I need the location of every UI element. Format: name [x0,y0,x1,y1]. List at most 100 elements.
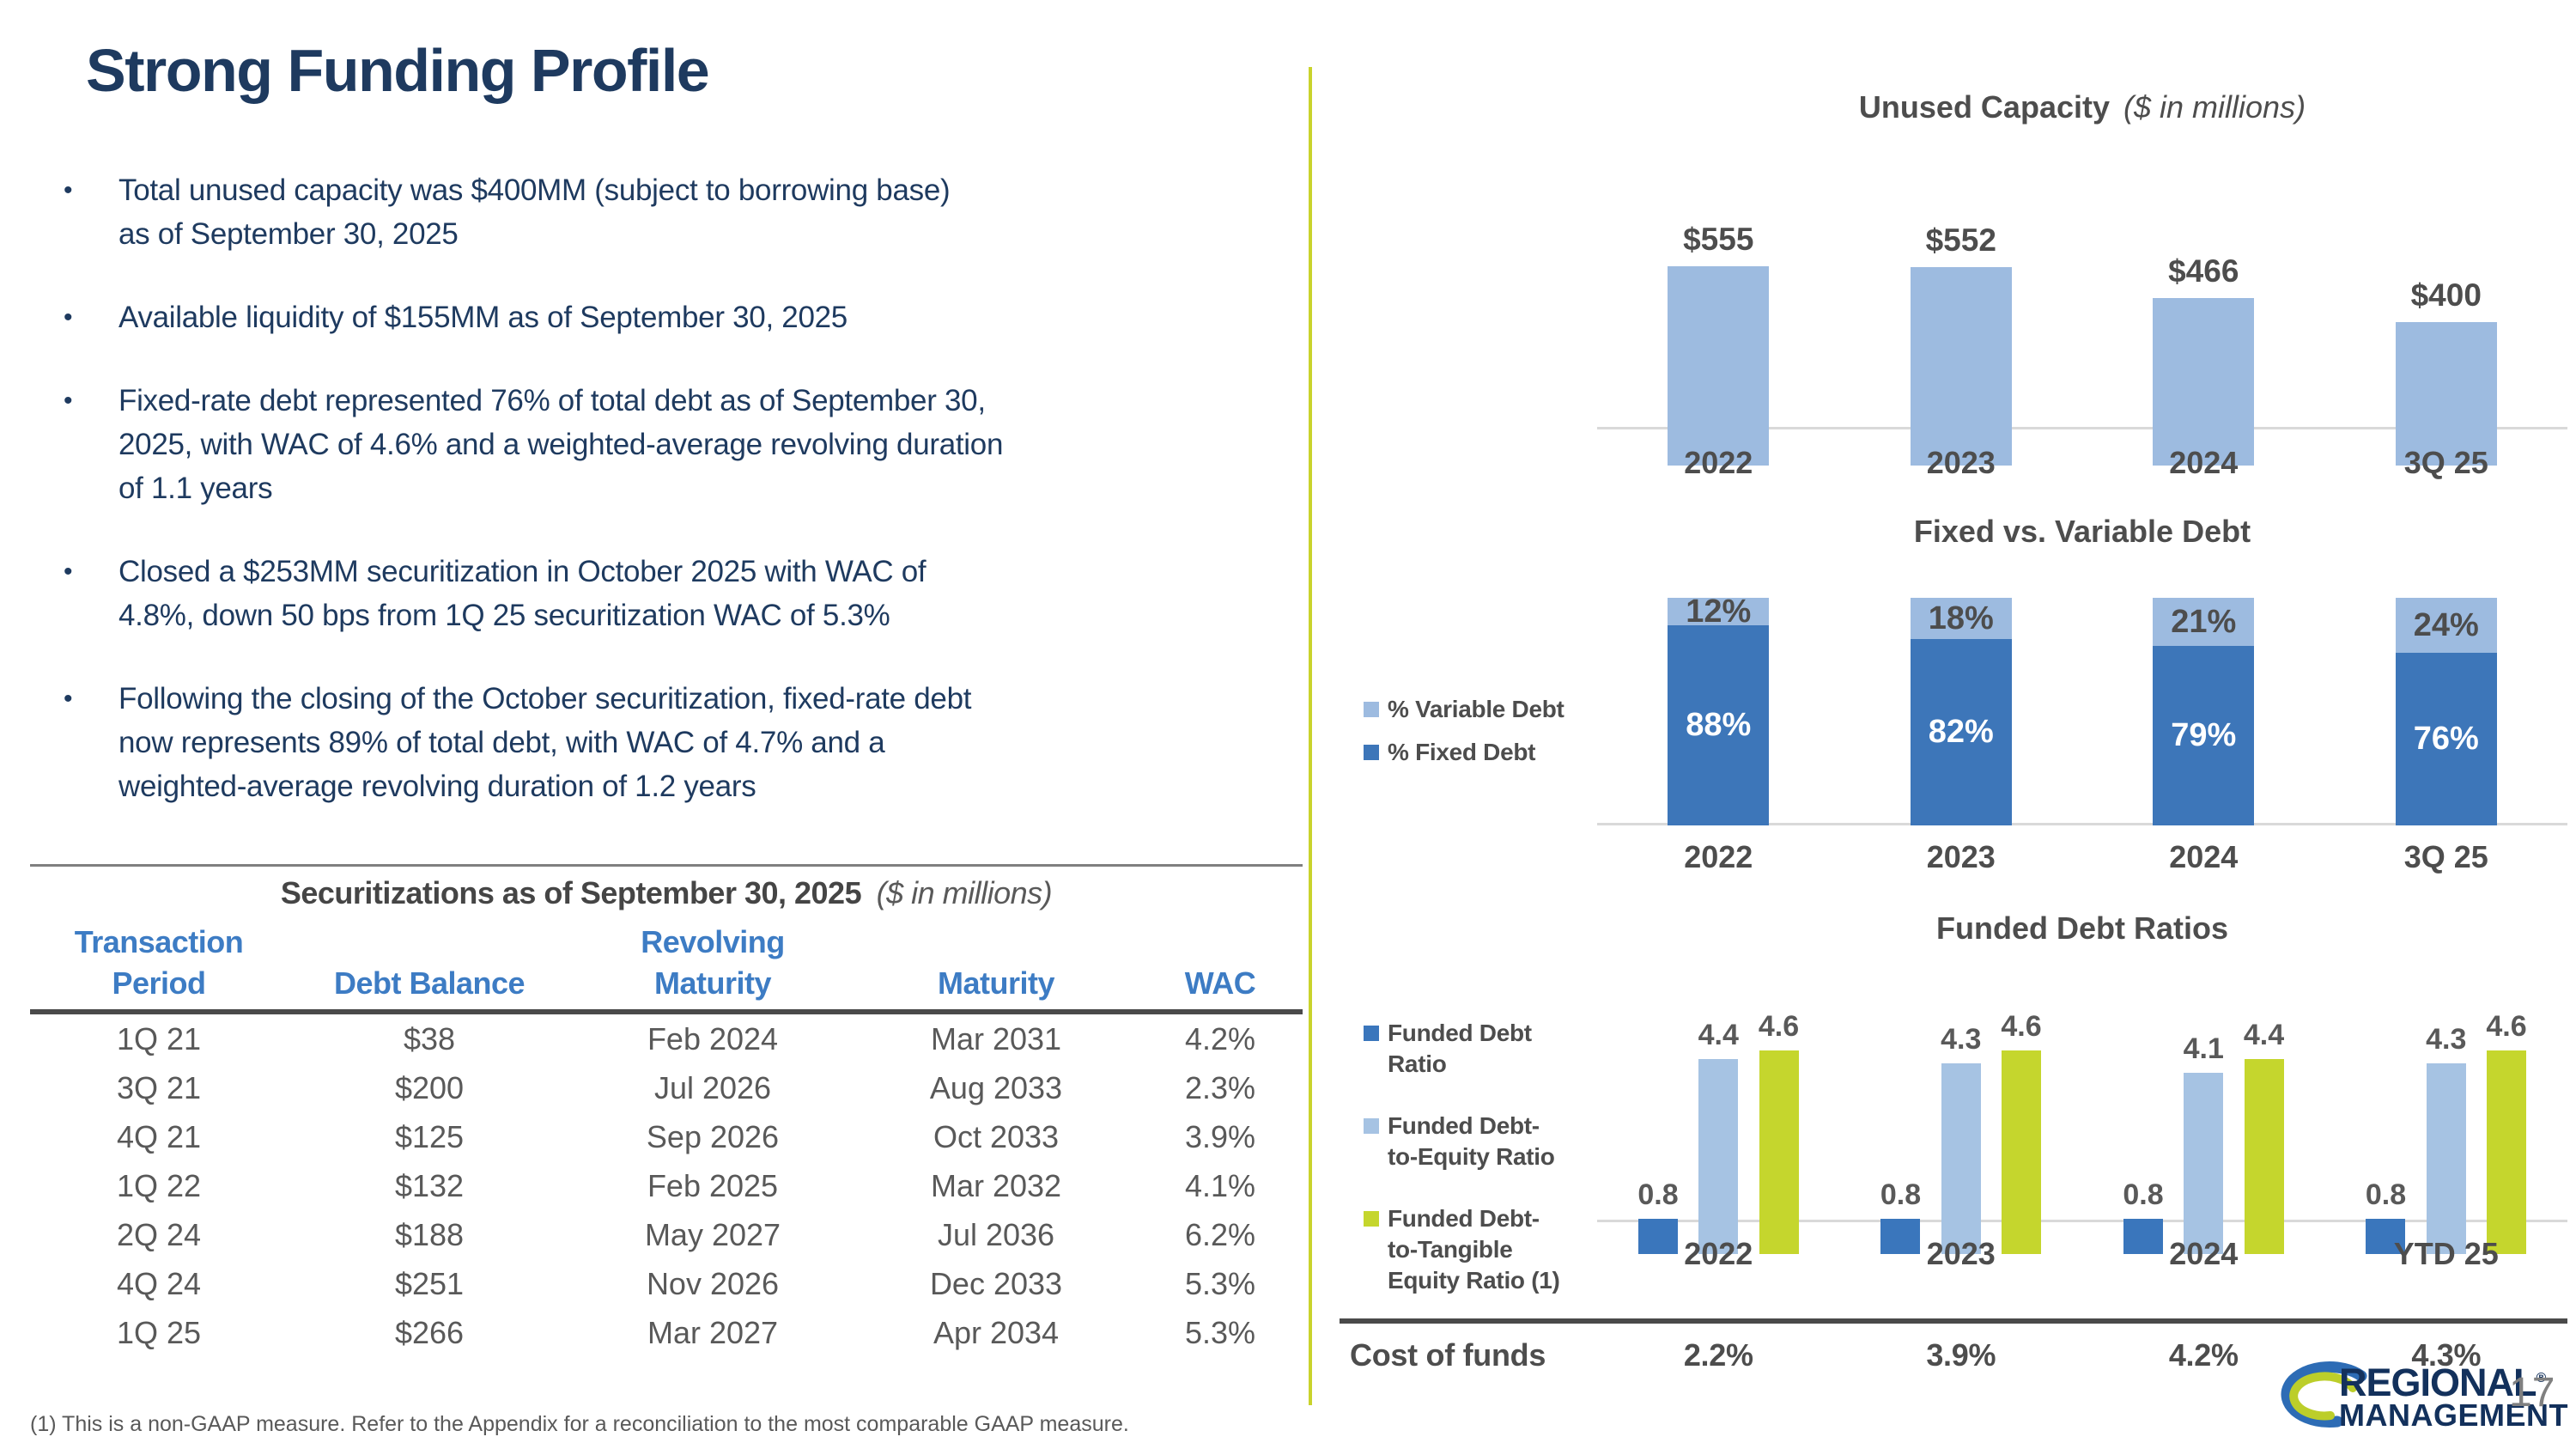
grouped-bar: 0.8 [2123,1178,2164,1254]
bullet-marker: • [64,303,73,332]
category-label: 3Q 25 [2403,445,2488,480]
legend-item: % Variable Debt [1364,694,1604,725]
column-header: Debt Balance [333,965,526,1001]
bar-value-label: 4.3 [1941,1023,1982,1056]
legend-item: Funded Debt- to-Equity Ratio [1364,1111,1595,1172]
bar [1637,1219,1678,1254]
stacked-bar: 21% 79% [2153,598,2255,825]
category-label: 2023 [1926,1236,1996,1271]
cost-of-funds-row: Cost of funds 2.2% 3.9% 4.2% 4.3% [1340,1318,2567,1373]
chart-title: Fixed vs. Variable Debt [1597,514,2567,551]
table-cell: Feb 2025 [647,1168,779,1203]
variable-segment: 24% [2395,598,2497,653]
table-row: 1Q 25 $266 Mar 2027 Apr 2034 5.3% [30,1308,1303,1357]
bullet-marker: • [64,387,73,415]
grouped-bar: 4.6 [2001,1010,2042,1254]
legend-label: % Fixed Debt [1388,739,1536,765]
bar-value-label: 4.4 [2243,1019,2285,1051]
securitizations-table: Transaction Period Debt Balance Revolving Ma… [30,922,1303,1357]
legend-item: % Fixed Debt [1364,737,1604,768]
header-underline [30,1009,1303,1014]
bullet-marker: • [64,557,73,586]
category-label: 2022 [1684,1236,1753,1271]
bar [2184,1073,2224,1254]
column-header: Revolving Maturity [641,924,785,1001]
bar [2487,1050,2526,1254]
bullet-text: Following the closing of the October sec… [118,682,972,803]
table-cell: Nov 2026 [646,1266,780,1301]
table-cell: 1Q 22 [116,1168,202,1203]
grouped-bar: 4.4 [2244,1019,2284,1254]
category-label: 2023 [1926,445,1996,480]
bar [1910,267,2012,466]
logo-wordmark-bottom: MANAGEMENT [2339,1397,2568,1433]
table-cell: Feb 2024 [647,1021,779,1056]
bullet-point: • Total unused capacity was $400MM (subje… [57,168,1276,256]
category-label: 2022 [1684,445,1753,480]
table-cell: $188 [394,1217,465,1252]
table-cell: 1Q 25 [116,1315,202,1350]
grouped-bar: 4.3 [2426,1023,2466,1254]
stacked-bar: 12% 88% [1668,594,1770,825]
grouped-bar: 4.4 [1698,1019,1739,1254]
table-cell: 6.2% [1184,1217,1256,1252]
footnote: (1) This is a non-GAAP measure. Refer to… [30,1412,1129,1436]
legend-label: % Variable Debt [1388,696,1564,722]
logo-swoosh-icon [2281,1361,2367,1428]
bar-value-label: 4.3 [2426,1023,2467,1056]
table-cell: 4.2% [1184,1021,1256,1056]
table-cell: $200 [394,1070,465,1105]
bar [1759,1050,1799,1254]
bullet-marker: • [64,176,73,204]
grouped-bar-column: 0.8 4.4 4.6 [1597,1010,1840,1254]
cost-of-funds-value: 4.2% [2168,1337,2239,1373]
bar-column: $552 [1840,222,2083,466]
fixed-segment: 79% [2153,646,2255,825]
table-cell: 2Q 24 [116,1217,202,1252]
table-cell: $38 [403,1021,456,1056]
legend-swatch [1364,702,1379,717]
variable-segment: 12% [1668,594,1770,630]
bar [2153,298,2255,466]
legend-item: Funded Debt Ratio [1364,1018,1595,1080]
cost-of-funds-value: 2.2% [1683,1337,1753,1373]
stacked-bar: 18% 82% [1910,598,2012,825]
table-cell: Jul 2026 [653,1070,772,1105]
chart-title: Unused Capacity ($ in millions) [1597,89,2567,127]
column-header: Maturity [937,965,1055,1001]
plot-area: 12% 88% 18% 82% 21% 79% 24% 76% [1597,594,2567,825]
vertical-divider [1309,67,1312,1405]
grouped-bar: 4.3 [1941,1023,1981,1254]
table-row: 4Q 21 $125 Sep 2026 Oct 2033 3.9% [30,1112,1303,1161]
stacked-bar-column: 21% 79% [2082,598,2325,825]
page-title: Strong Funding Profile [86,37,710,104]
table-cell: $266 [394,1315,465,1350]
grouped-bar: 4.6 [2486,1010,2527,1254]
grouped-bar: 4.6 [1759,1010,1799,1254]
bar-value-label: $400 [2410,277,2482,313]
legend-label: Funded Debt- to-Tangible Equity Ratio (1… [1388,1205,1560,1294]
page-number: 17 [2509,1370,2555,1416]
category-labels: 2022 2023 2024 YTD 25 [1597,1236,2567,1272]
securitizations-title: Securitizations as of September 30, 2025… [30,875,1303,911]
stacked-bar-column: 18% 82% [1840,598,2083,825]
logo-wordmark-top: REGIONAL® [2339,1360,2546,1404]
grouped-bar-column: 0.8 4.1 4.4 [2082,1010,2325,1254]
bar-column: $466 [2082,222,2325,466]
bar-value-label: $552 [1925,222,1996,258]
table-header-row: Transaction Period Debt Balance Revolving Ma… [30,922,1303,1004]
chart-title-text: Fixed vs. Variable Debt [1913,514,2251,549]
plot-area: $555 $552 $466 $400 [1597,222,2567,466]
table-cell: 2.3% [1184,1070,1256,1105]
table-cell: May 2027 [644,1217,781,1252]
fixed-segment: 88% [1668,625,1770,825]
bar [2002,1050,2041,1254]
table-row: 1Q 22 $132 Feb 2025 Mar 2032 4.1% [30,1161,1303,1210]
table-cell: 5.3% [1184,1266,1256,1301]
legend-swatch [1364,1211,1379,1227]
grouped-bar: 0.8 [2366,1178,2406,1254]
grouped-bar: 4.1 [2184,1032,2224,1254]
bar [1668,266,1770,466]
table-cell: Aug 2033 [929,1070,1063,1105]
